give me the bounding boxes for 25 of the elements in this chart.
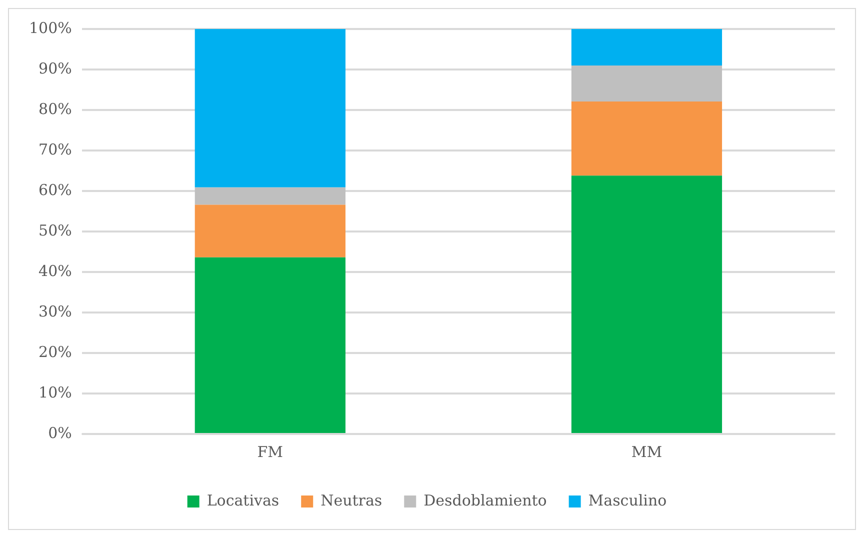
- bar: [194, 257, 346, 433]
- legend-label: Locativas: [206, 491, 280, 510]
- y-tick-label: 80%: [38, 100, 72, 118]
- y-tick-label: 70%: [38, 140, 72, 158]
- bar: [194, 187, 346, 205]
- bar: [571, 65, 722, 102]
- bar: [571, 176, 722, 433]
- x-tick-label: MM: [631, 442, 662, 461]
- y-tick-label: 30%: [38, 302, 72, 320]
- y-tick-label: 50%: [38, 221, 72, 240]
- y-tick-label: 40%: [38, 262, 72, 280]
- bar: [571, 101, 722, 176]
- bar: [194, 29, 346, 188]
- bar: [194, 204, 346, 258]
- y-tick-label: 60%: [38, 180, 72, 199]
- y-tick-label: 100%: [28, 18, 72, 37]
- x-tick-label: FM: [257, 442, 284, 461]
- bar: [571, 29, 722, 66]
- legend-label: Neutras: [320, 491, 382, 510]
- y-tick-label: 10%: [38, 383, 72, 402]
- legend-label: Desdoblamiento: [424, 491, 547, 510]
- y-tick-label: 0%: [48, 424, 72, 442]
- y-tick-label: 90%: [38, 59, 72, 78]
- y-tick-label: 20%: [38, 342, 72, 361]
- legend-label: Masculino: [588, 491, 667, 510]
